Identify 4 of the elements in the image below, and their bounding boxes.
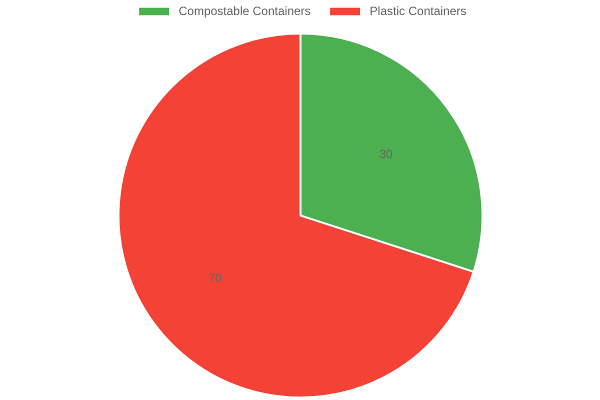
legend-label: Plastic Containers <box>370 4 466 18</box>
data-label: 70 <box>208 271 222 286</box>
legend-label: Compostable Containers <box>178 4 311 18</box>
data-label: 30 <box>379 146 393 161</box>
